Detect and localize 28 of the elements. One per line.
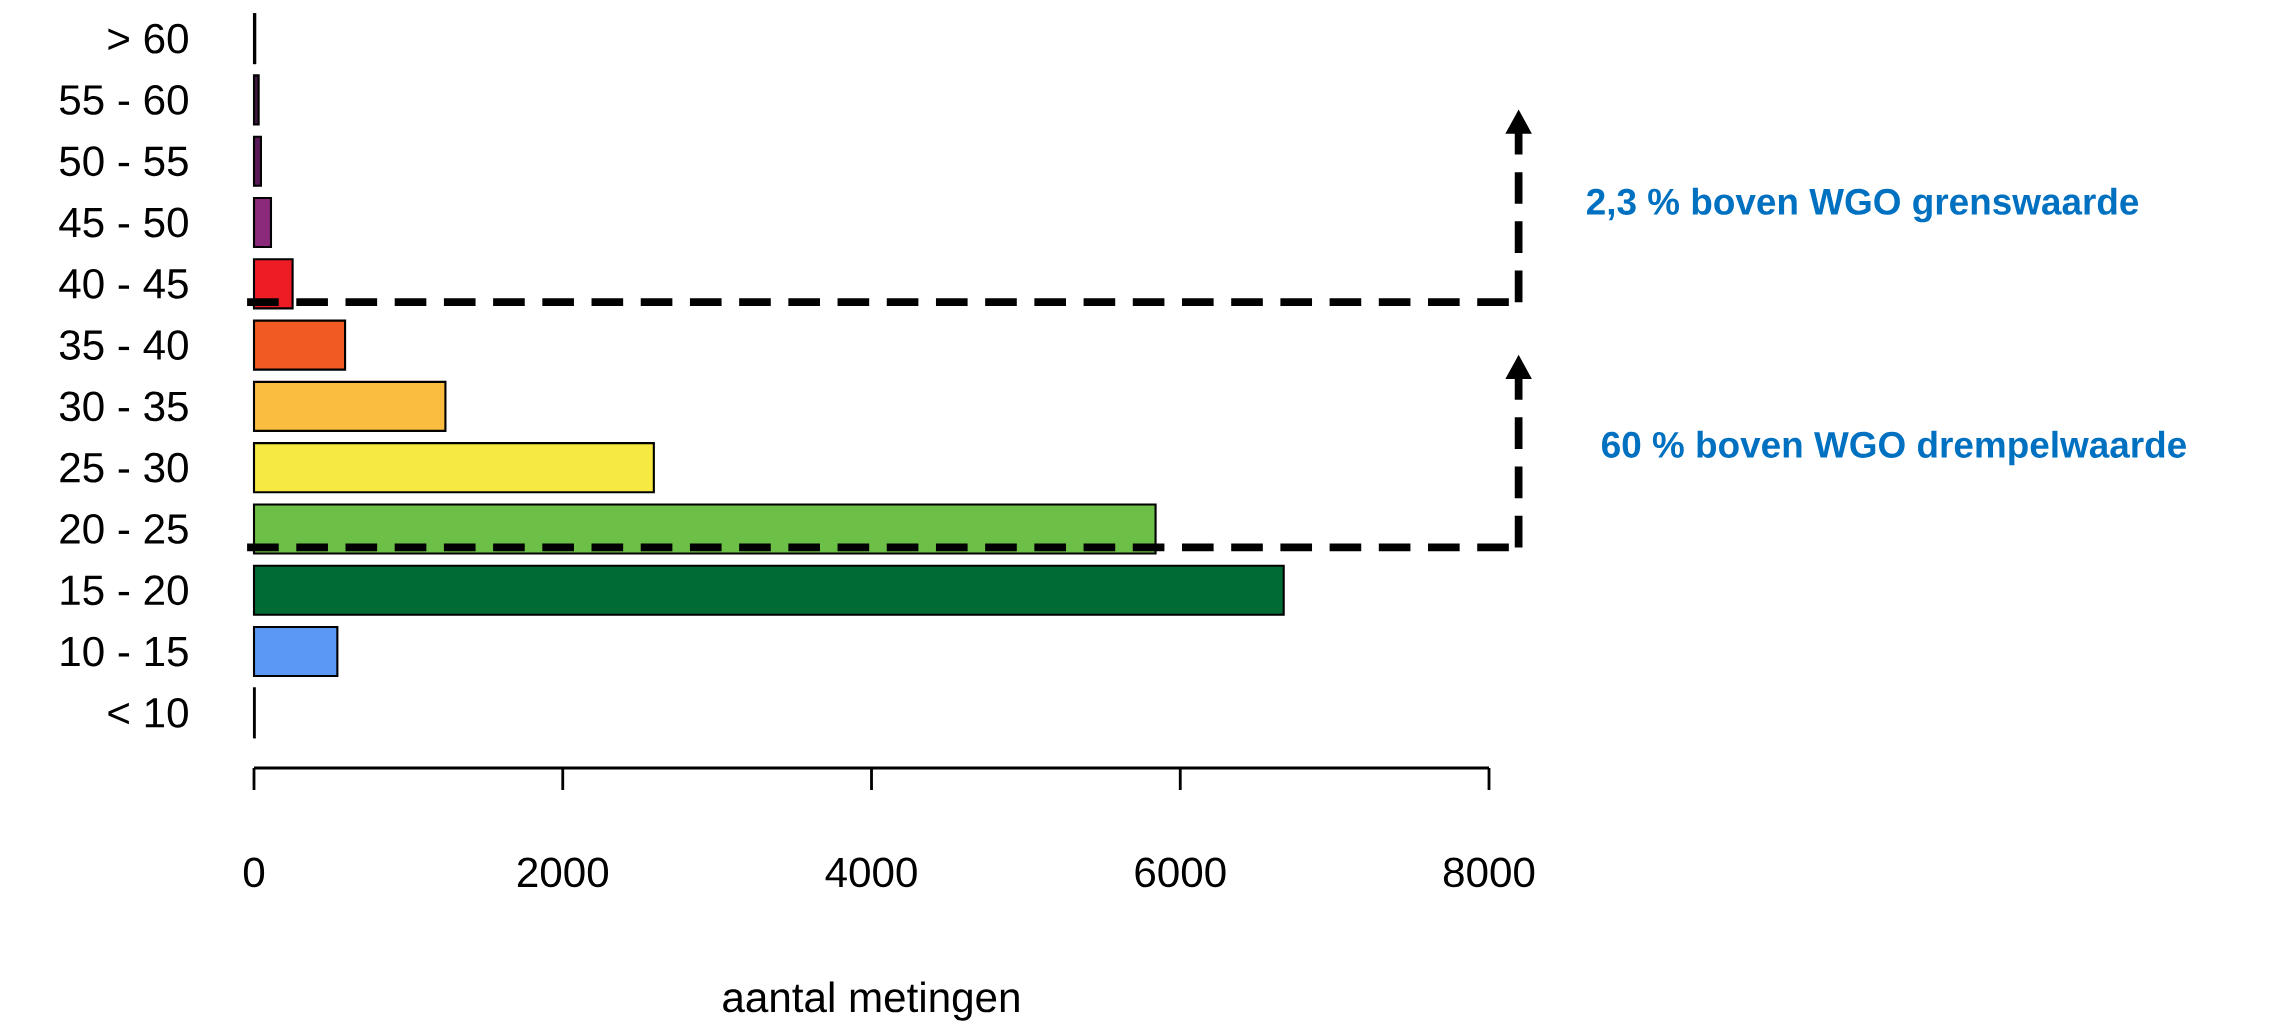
y-tick-label: 10 - 15 [61, 636, 188, 667]
y-tick-label: 15 - 20 [61, 575, 188, 605]
y-tick-label: > 60 [108, 23, 188, 54]
x-tick-label: 2000 [517, 857, 609, 888]
x-tick-label: 4000 [825, 857, 917, 888]
x-axis-title: aantal metingen [723, 981, 1019, 1021]
x-tick-label: 8000 [1443, 857, 1535, 888]
bar [252, 564, 1285, 616]
text: 2,3 % boven WGO grenswaarde [1586, 187, 2139, 223]
y-tick-label: 35 - 40 [59, 329, 188, 360]
y-tick-label: 20 - 25 [60, 513, 188, 544]
y-tick-label: 45 - 50 [59, 207, 188, 238]
bar [252, 380, 447, 432]
y-tick-label: 55 - 60 [59, 84, 188, 115]
bar [252, 625, 339, 677]
x-tick-label: 0 [243, 857, 265, 888]
bar [252, 441, 655, 494]
bar [252, 74, 260, 126]
y-tick-label: 40 - 45 [59, 268, 188, 299]
bar [252, 196, 273, 248]
y-tick-label: 25 - 30 [60, 452, 188, 483]
x-tick-label: 6000 [1135, 857, 1226, 888]
text: 60 % boven WGO drempelwaarde [1602, 430, 2186, 465]
bar [252, 135, 263, 187]
bar [252, 319, 347, 371]
y-tick-label: < 10 [108, 697, 188, 728]
y-tick-label: 30 - 35 [59, 391, 188, 422]
y-tick-label: 50 - 55 [59, 146, 188, 176]
